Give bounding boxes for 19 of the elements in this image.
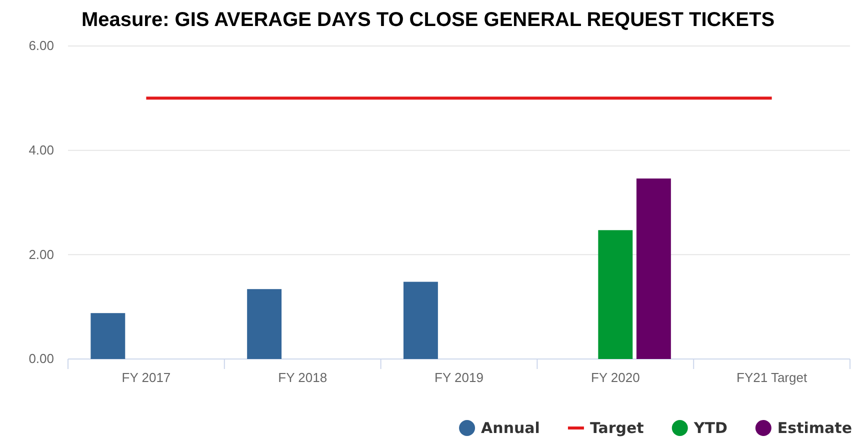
y-tick-label: 6.00	[28, 38, 54, 54]
chart-title: Measure: GIS AVERAGE DAYS TO CLOSE GENERAL REQUEST TICKETS	[81, 9, 775, 31]
x-tick-label: FY21 Target	[736, 370, 808, 386]
bar	[247, 289, 282, 359]
x-tick-label: FY 2019	[434, 370, 484, 386]
y-tick-label: 0.00	[28, 351, 54, 366]
bar	[403, 282, 438, 359]
legend-label: Estimate	[777, 419, 852, 437]
legend-label: Annual	[481, 419, 540, 437]
bar	[90, 313, 126, 359]
x-tick-label: FY 2018	[278, 370, 328, 386]
legend-label: Target	[590, 419, 644, 437]
bar	[636, 178, 671, 359]
y-tick-label: 4.00	[28, 142, 54, 158]
bar	[598, 230, 633, 359]
x-tick-label: FY 2020	[590, 370, 640, 386]
x-tick-label: FY 2017	[122, 370, 171, 386]
legend-label: YTD	[692, 419, 728, 437]
y-tick-label: 2.00	[28, 246, 54, 262]
